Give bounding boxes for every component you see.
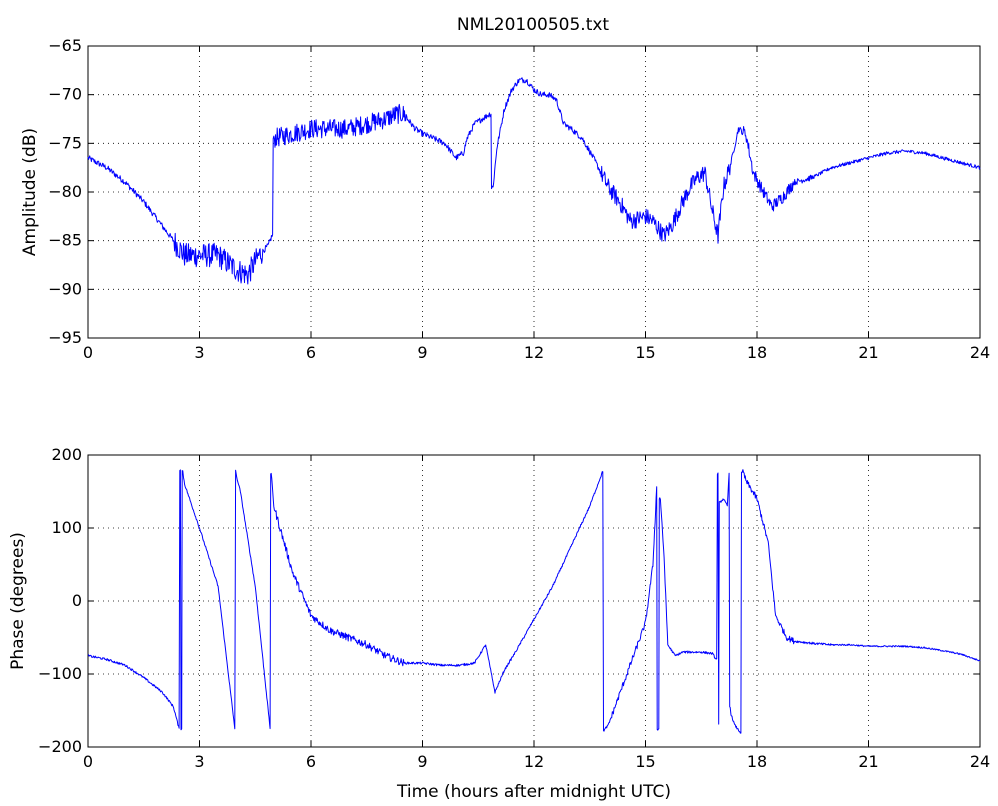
- phase-series: [87, 469, 981, 734]
- phase-plot: 0 3 6 9 12 15 18 21 24 −200 −100 0 100 200 Phase (deg…: [8, 445, 990, 802]
- amplitude-line: [87, 77, 981, 285]
- x-tick-label: 24: [970, 343, 990, 362]
- amplitude-grid: [88, 46, 980, 338]
- x-tick-label: 0: [83, 343, 93, 362]
- x-axis-label: Time (hours after midnight UTC): [396, 782, 671, 802]
- y-tick-label: −80: [48, 182, 82, 201]
- x-tick-label: 21: [858, 752, 878, 771]
- x-tick-label: 12: [524, 343, 544, 362]
- amplitude-y-axis-label: Amplitude (dB): [20, 128, 40, 256]
- amplitude-series: [87, 77, 981, 285]
- y-tick-label: 200: [51, 445, 82, 464]
- phase-grid: [88, 455, 980, 747]
- amplitude-plot: 0 3 6 9 12 15 18 21 24 −95 −90 −85 −80 −75 −70 −65 Ampl…: [20, 36, 990, 362]
- x-tick-label: 12: [524, 752, 544, 771]
- x-tick-label: 24: [970, 752, 990, 771]
- x-tick-label: 21: [858, 343, 878, 362]
- x-tick-label: 6: [306, 343, 316, 362]
- y-tick-label: −200: [38, 737, 82, 756]
- y-tick-label: −75: [48, 133, 82, 152]
- x-tick-label: 15: [635, 343, 655, 362]
- y-tick-label: −90: [48, 279, 82, 298]
- y-tick-label: 100: [51, 518, 82, 537]
- phase-axis-ticks: 0 3 6 9 12 15 18 21 24 −200 −100 0 100 200: [38, 445, 990, 771]
- y-tick-label: 0: [72, 591, 82, 610]
- x-tick-label: 18: [747, 343, 767, 362]
- phase-line: [87, 469, 981, 734]
- x-tick-label: 9: [417, 343, 427, 362]
- x-tick-label: 9: [417, 752, 427, 771]
- y-tick-label: −85: [48, 231, 82, 250]
- chart-title: NML20100505.txt: [457, 15, 610, 35]
- x-tick-label: 6: [306, 752, 316, 771]
- phase-y-axis-label: Phase (degrees): [8, 532, 28, 670]
- y-tick-label: −95: [48, 328, 82, 347]
- x-tick-label: 0: [83, 752, 93, 771]
- y-tick-label: −70: [48, 85, 82, 104]
- amplitude-axis-ticks: 0 3 6 9 12 15 18 21 24 −95 −90 −85 −80 −75 −70 −65: [48, 36, 990, 362]
- x-tick-label: 3: [194, 752, 204, 771]
- x-tick-label: 15: [635, 752, 655, 771]
- x-tick-label: 3: [194, 343, 204, 362]
- y-tick-label: −100: [38, 664, 82, 683]
- y-tick-label: −65: [48, 36, 82, 55]
- x-tick-label: 18: [747, 752, 767, 771]
